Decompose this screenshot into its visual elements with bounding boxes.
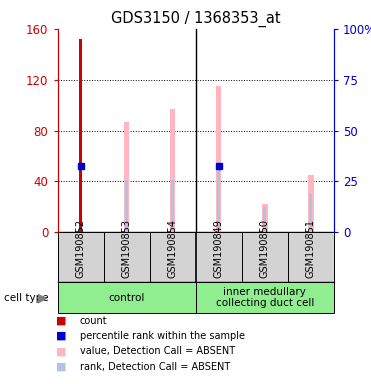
Text: GSM190851: GSM190851 [306,219,316,278]
Bar [124,122,129,232]
Bar [216,86,221,232]
Text: GSM190852: GSM190852 [76,219,86,278]
Bar [263,207,266,232]
Bar [125,180,128,232]
Text: GSM190850: GSM190850 [260,219,270,278]
Bar [309,194,312,232]
Text: GSM190849: GSM190849 [214,219,224,278]
Bar [196,282,334,313]
Text: GSM190854: GSM190854 [168,219,178,278]
Text: ■: ■ [56,331,66,341]
Title: GDS3150 / 1368353_at: GDS3150 / 1368353_at [111,11,280,27]
Bar [171,180,174,232]
Text: inner medullary
collecting duct cell: inner medullary collecting duct cell [216,287,314,308]
Text: ■: ■ [56,362,66,372]
Bar [308,175,313,232]
Bar [262,204,267,232]
Bar [58,282,196,313]
Text: cell type: cell type [4,293,48,303]
Text: count: count [80,316,107,326]
Bar [170,109,175,232]
Bar [217,166,220,232]
Text: ■: ■ [56,346,66,356]
Text: value, Detection Call = ABSENT: value, Detection Call = ABSENT [80,346,235,356]
Bar [79,39,82,232]
Text: GSM190853: GSM190853 [122,219,132,278]
Text: rank, Detection Call = ABSENT: rank, Detection Call = ABSENT [80,362,230,372]
Text: ▶: ▶ [38,291,47,304]
Text: percentile rank within the sample: percentile rank within the sample [80,331,245,341]
Text: control: control [108,293,145,303]
Text: ■: ■ [56,316,66,326]
